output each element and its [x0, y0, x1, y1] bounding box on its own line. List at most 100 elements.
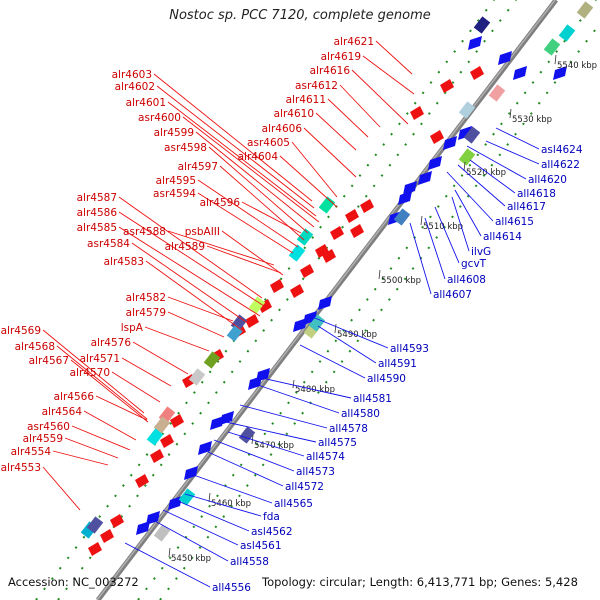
reverse-gene-glyph	[398, 191, 412, 205]
gene-label[interactable]: asr4612	[295, 80, 338, 92]
gene-label[interactable]: lspA	[121, 322, 144, 334]
gene-label[interactable]: alr4571	[80, 353, 120, 365]
gene-label[interactable]: alr4616	[310, 65, 351, 77]
gene-label[interactable]: alr4567	[29, 355, 69, 367]
gene-label[interactable]: asl4561	[240, 540, 282, 552]
reverse-gene-glyph	[136, 521, 150, 535]
gene-label[interactable]: asr4584	[87, 238, 130, 250]
gene-label[interactable]: asl4624	[541, 144, 583, 156]
gene-label[interactable]: alr4559	[23, 433, 63, 445]
gene-label[interactable]: alr4583	[104, 256, 144, 268]
gene-label[interactable]: alr4596	[200, 197, 241, 209]
gene-label[interactable]: all4608	[447, 274, 486, 286]
reverse-gene-glyph	[513, 66, 527, 80]
leader-line	[131, 242, 247, 323]
gene-label[interactable]: asr4588	[123, 226, 166, 238]
leader-line	[424, 217, 446, 280]
gene-label[interactable]: ilvG	[471, 246, 491, 258]
gene-label[interactable]: fda	[263, 511, 280, 523]
gene-label[interactable]: alr4604	[238, 151, 279, 163]
gene-label[interactable]: all4565	[274, 498, 313, 510]
gene-label[interactable]: alr4568	[15, 341, 55, 353]
reverse-gene-glyph	[418, 171, 432, 185]
gene-label[interactable]: all4580	[341, 408, 380, 420]
gene-label[interactable]: alr4570	[70, 367, 110, 379]
gene-label[interactable]: alr4582	[126, 292, 166, 304]
gene-label[interactable]: psbAIII	[185, 226, 220, 238]
reverse-gene-glyph	[318, 296, 332, 310]
gene-label[interactable]: all4578	[329, 423, 368, 435]
reverse-gene-glyph	[403, 181, 417, 195]
gene-block	[203, 351, 221, 369]
gene-label[interactable]: alr4603	[112, 69, 152, 81]
gene-label[interactable]: all4573	[296, 466, 335, 478]
gene-label[interactable]: alr4589	[165, 241, 205, 253]
accession-text: Accession: NC_003272	[8, 575, 139, 589]
gene-label[interactable]: alr4602	[115, 81, 155, 93]
gene-label[interactable]: asr4598	[164, 142, 207, 154]
leader-line	[239, 404, 328, 429]
leader-line	[206, 245, 282, 274]
gene-label[interactable]: all4615	[495, 216, 534, 228]
gene-label[interactable]: alr4576	[91, 337, 132, 349]
gene-label[interactable]: alr4553	[1, 462, 41, 474]
gene-label[interactable]: all4574	[306, 451, 345, 463]
gene-label[interactable]: alr4579	[126, 307, 166, 319]
reverse-gene-glyph	[248, 376, 262, 390]
gene-label[interactable]: all4620	[528, 174, 567, 186]
leader-line	[118, 211, 265, 307]
gene-label[interactable]: all4618	[517, 188, 556, 200]
gene-label[interactable]: alr4564	[42, 406, 83, 418]
gene-label[interactable]: alr4611	[286, 94, 326, 106]
gene-label[interactable]: asr4605	[247, 137, 290, 149]
gene-label[interactable]: gcvT	[461, 258, 487, 270]
gene-block	[576, 1, 594, 19]
gene-block	[458, 148, 476, 166]
gene-label[interactable]: alr4587	[77, 192, 117, 204]
gene-label[interactable]: alr4610	[274, 108, 314, 120]
gene-block	[238, 426, 256, 444]
reverse-gene-glyph	[468, 36, 482, 50]
leader-line	[70, 359, 149, 423]
gene-label[interactable]: alr4621	[334, 36, 374, 48]
gene-label[interactable]: all4614	[483, 231, 522, 243]
gene-block	[308, 314, 326, 332]
gene-label[interactable]: all4590	[367, 373, 406, 385]
gene-label[interactable]: alr4599	[154, 127, 194, 139]
leader-line	[83, 410, 137, 441]
gene-label[interactable]: all4591	[378, 358, 417, 370]
leader-line	[156, 85, 315, 209]
leader-line	[95, 395, 148, 421]
gene-label[interactable]: all4617	[507, 201, 546, 213]
gene-label[interactable]: all4593	[390, 343, 429, 355]
gene-label[interactable]: alr4586	[77, 207, 118, 219]
gene-label[interactable]: alr4585	[77, 222, 117, 234]
gene-label[interactable]: alr4601	[126, 97, 166, 109]
forward-gene-glyph	[470, 66, 484, 80]
gene-label[interactable]: all4558	[230, 556, 269, 568]
gene-label[interactable]: alr4569	[1, 325, 41, 337]
leader-line	[227, 431, 305, 457]
gene-label[interactable]: alr4566	[54, 391, 95, 403]
gene-label[interactable]: all4607	[433, 289, 472, 301]
gene-label[interactable]: asr4594	[153, 188, 196, 200]
leader-line	[469, 159, 516, 194]
forward-gene-glyph	[290, 284, 304, 298]
gene-label[interactable]: alr4597	[178, 161, 218, 173]
gene-label[interactable]: all4572	[285, 481, 324, 493]
gene-label[interactable]: all4575	[318, 437, 357, 449]
leader-line	[162, 509, 239, 546]
gene-label[interactable]: alr4595	[156, 175, 196, 187]
gene-label[interactable]: alr4554	[11, 446, 52, 458]
gene-label[interactable]: alr4619	[321, 51, 361, 63]
gene-label[interactable]: asr4600	[138, 112, 181, 124]
gene-label[interactable]: asr4560	[27, 421, 70, 433]
leader-line	[197, 192, 294, 254]
gene-label[interactable]: all4556	[212, 582, 251, 594]
gene-label[interactable]: all4622	[541, 159, 580, 171]
forward-gene-leaders	[42, 40, 415, 511]
gene-label[interactable]: asl4562	[251, 526, 293, 538]
kbp-label: 5540 kbp	[557, 61, 597, 71]
gene-label[interactable]: all4581	[353, 393, 392, 405]
gene-label[interactable]: alr4606	[262, 123, 303, 135]
